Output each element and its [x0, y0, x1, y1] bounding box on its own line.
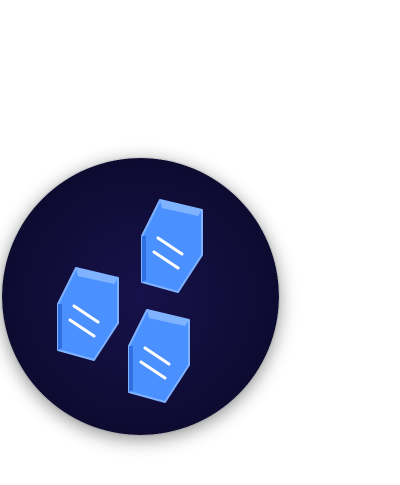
- crystal-3-icon: [128, 309, 190, 403]
- crystal-2-icon: [57, 267, 119, 361]
- crystal-1-icon: [141, 199, 203, 293]
- crystals-badge-icon: [2, 158, 279, 435]
- badge-circle: [2, 158, 279, 435]
- crystals-svg: [2, 158, 279, 435]
